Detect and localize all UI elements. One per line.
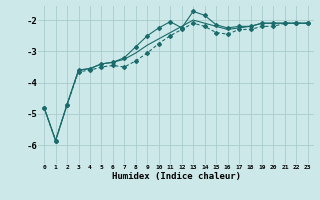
X-axis label: Humidex (Indice chaleur): Humidex (Indice chaleur) [111, 172, 241, 181]
